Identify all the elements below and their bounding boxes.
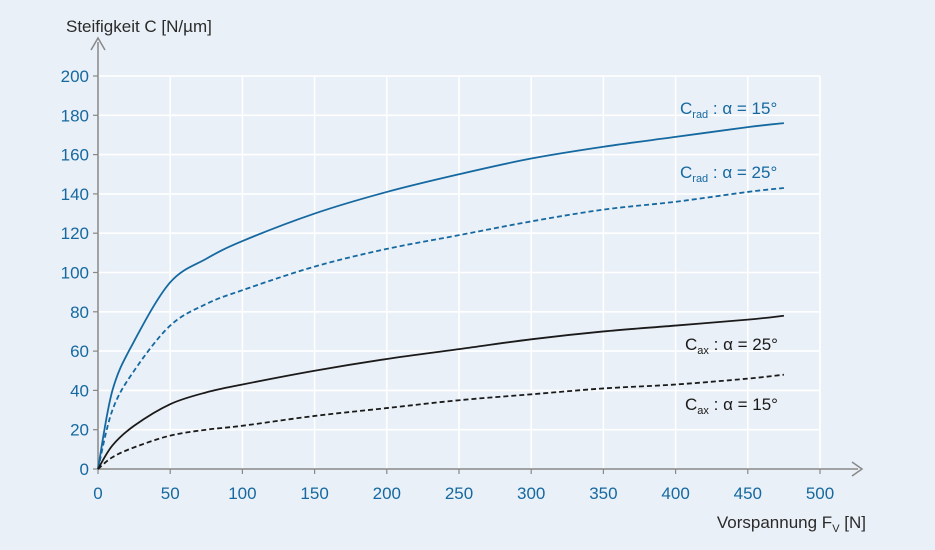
series-label-main: C (680, 99, 692, 118)
series-labels: Crad : α = 15°Crad : α = 25°Cax : α = 25… (680, 99, 778, 417)
x-tick-label: 100 (228, 484, 256, 503)
series-line-cax-25 (97, 314, 784, 470)
x-tick-label: 500 (806, 484, 834, 503)
series-label-main: C (680, 163, 692, 182)
series-label-text: : α = 15° (708, 99, 777, 118)
series-label-subscript: rad (692, 173, 708, 185)
series-label-subscript: rad (692, 109, 708, 121)
series-label-text: : α = 15° (709, 395, 778, 414)
x-axis-title-unit: [N] (844, 513, 866, 532)
series-label-cax-25: Cax : α = 25° (685, 335, 778, 357)
y-tick-label: 200 (61, 67, 89, 86)
x-tick-label: 200 (373, 484, 401, 503)
x-tick-label: 400 (661, 484, 689, 503)
x-axis-title-main: Vorspannung F (717, 513, 832, 532)
series-line-crad-15 (97, 122, 784, 470)
y-axis-arrow-icon (90, 36, 106, 51)
x-tick-label: 150 (300, 484, 328, 503)
x-axis-title-subscript: V (832, 523, 840, 535)
y-tick-label: 140 (61, 185, 89, 204)
ticks: 0 50 100 150 200 250 300 350 400 450 500 0 20 40 60 80 1… (61, 67, 835, 503)
series-label-text: : α = 25° (709, 335, 778, 354)
y-tick-label: 40 (70, 381, 89, 400)
series-line-cax-15 (97, 373, 784, 470)
x-axis-title: Vorspannung FV [N] (717, 513, 866, 535)
y-tick-label: 60 (70, 342, 89, 361)
y-tick-label: 120 (61, 224, 89, 243)
x-axis-arrow-icon (851, 461, 864, 477)
y-tick-label: 80 (70, 303, 89, 322)
grid (98, 75, 821, 469)
x-tick-label: 250 (445, 484, 473, 503)
y-tick-label: 20 (70, 421, 89, 440)
series-label-main: C (685, 335, 697, 354)
x-tick-label: 350 (589, 484, 617, 503)
y-tick-label: 0 (80, 460, 89, 479)
x-tick-label: 50 (161, 484, 180, 503)
series-line-crad-25 (97, 187, 784, 470)
y-axis-title: Steifigkeit C [N/µm] (66, 17, 212, 36)
x-tick-label: 0 (93, 484, 102, 503)
series-label-crad-15: Crad : α = 15° (680, 99, 777, 121)
series-label-crad-25: Crad : α = 25° (680, 163, 777, 185)
y-tick-label: 180 (61, 106, 89, 125)
x-tick-label: 300 (517, 484, 545, 503)
series-label-subscript: ax (697, 405, 709, 417)
axes (90, 36, 864, 477)
x-tick-label: 450 (734, 484, 762, 503)
series-label-text: : α = 25° (708, 163, 777, 182)
y-tick-label: 100 (61, 264, 89, 283)
series-label-main: C (685, 395, 697, 414)
series-label-subscript: ax (697, 345, 709, 357)
series (97, 122, 784, 470)
series-label-cax-15: Cax : α = 15° (685, 395, 778, 417)
y-tick-label: 160 (61, 146, 89, 165)
